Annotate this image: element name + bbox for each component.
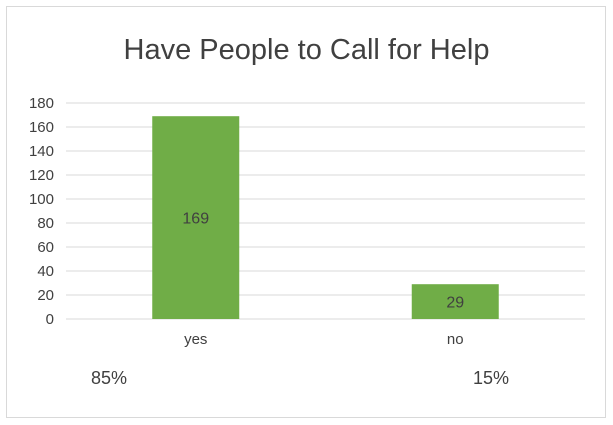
y-tick-label: 120 [29, 167, 54, 184]
y-tick-label: 20 [37, 287, 54, 304]
percentage-yes: 85% [91, 368, 128, 388]
y-tick-label: 80 [37, 215, 54, 232]
y-tick-label: 100 [29, 191, 54, 208]
bar [152, 116, 240, 319]
y-tick-label: 140 [29, 143, 54, 160]
chart-frame [6, 6, 606, 418]
y-tick-label: 0 [46, 311, 54, 328]
x-tick-label: no [447, 331, 464, 348]
x-tick-label: yes [184, 331, 207, 348]
data-label: 29 [446, 295, 464, 312]
y-tick-label: 180 [29, 95, 54, 112]
data-label: 169 [182, 211, 209, 228]
bar [411, 284, 499, 319]
y-tick-label: 40 [37, 263, 54, 280]
y-tick-label: 60 [37, 239, 54, 256]
percentage-no: 15% [473, 368, 510, 388]
chart-title: Have People to Call for Help [123, 34, 490, 66]
y-tick-label: 160 [29, 119, 54, 136]
